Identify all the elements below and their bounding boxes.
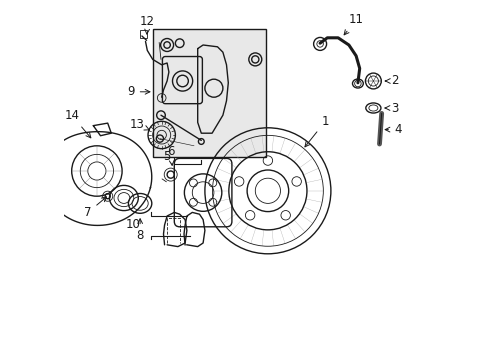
Text: 4: 4 — [385, 123, 401, 136]
Text: 14: 14 — [64, 109, 91, 138]
Text: 9: 9 — [127, 85, 150, 98]
Text: 3: 3 — [385, 102, 398, 114]
Text: 10: 10 — [125, 219, 140, 231]
Text: 11: 11 — [344, 13, 363, 35]
Text: 8: 8 — [136, 219, 143, 242]
Bar — [152, 29, 265, 157]
Text: 1: 1 — [305, 115, 328, 147]
Text: 5: 5 — [163, 150, 170, 163]
Text: 6: 6 — [167, 145, 174, 165]
Text: 13: 13 — [129, 118, 149, 131]
Text: 2: 2 — [385, 75, 398, 87]
Text: 12: 12 — [140, 15, 155, 34]
Bar — [140, 30, 146, 38]
Text: 7: 7 — [84, 197, 106, 219]
